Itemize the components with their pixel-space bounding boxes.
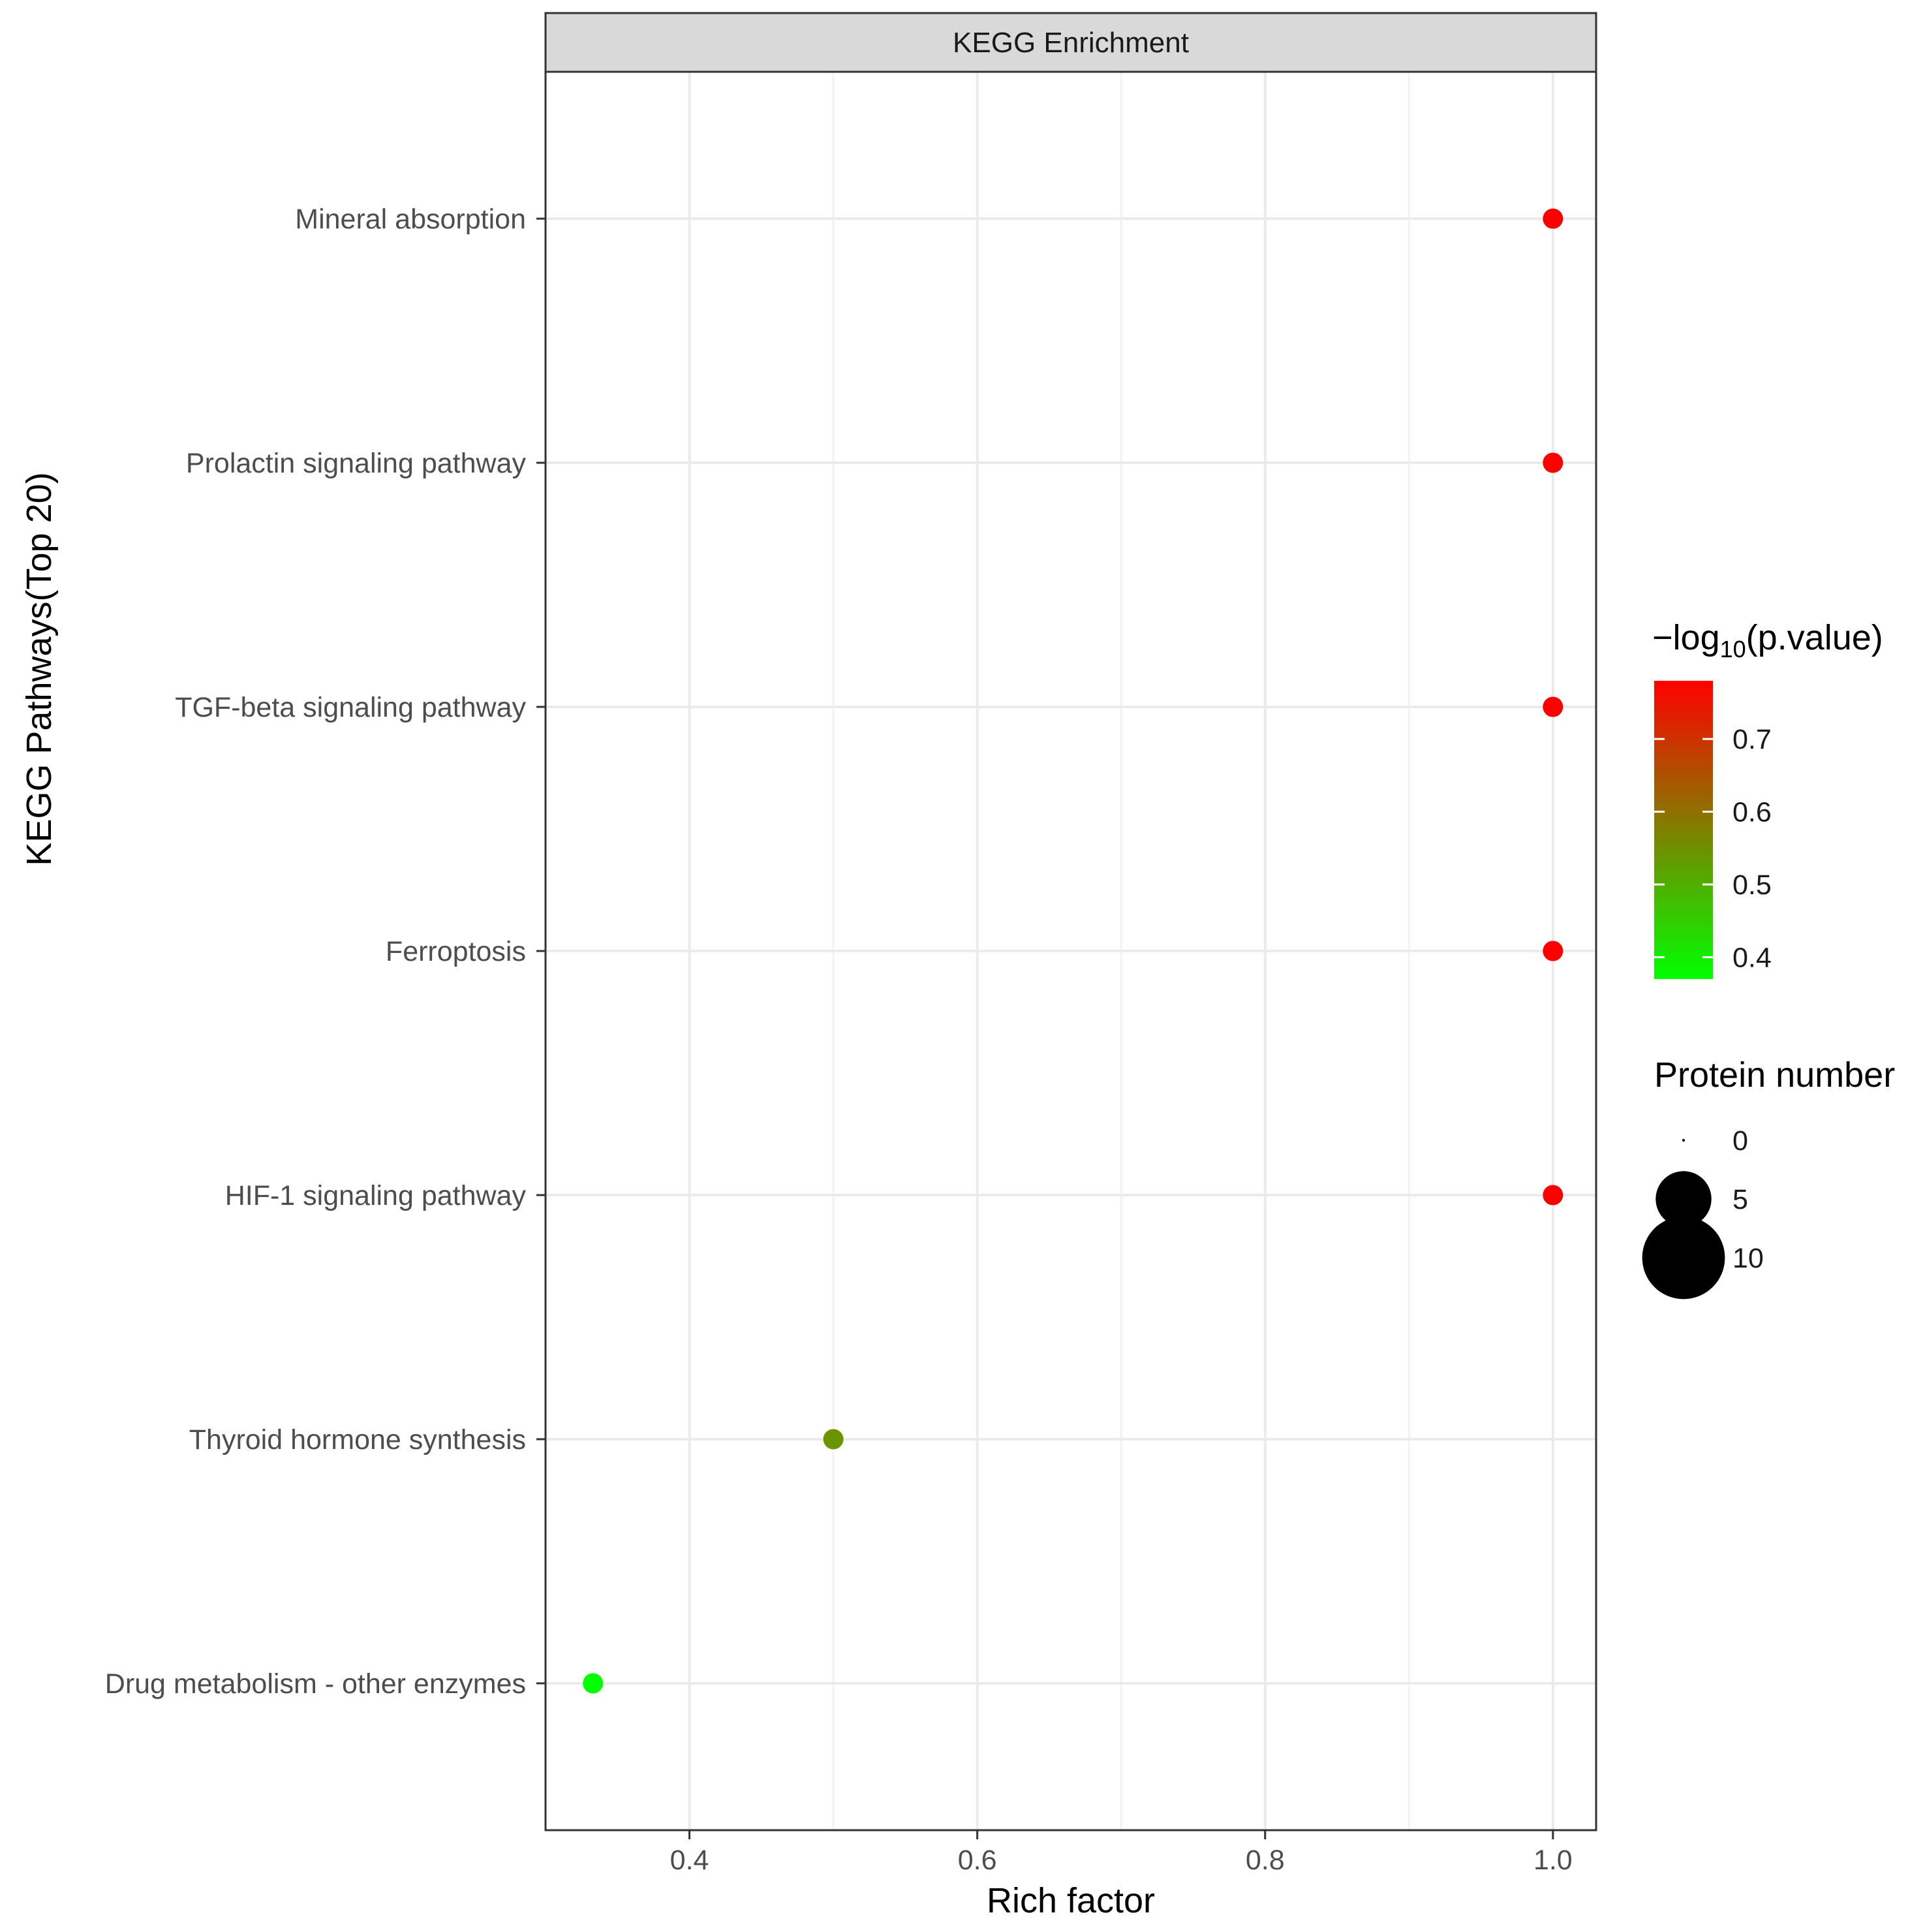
y-tick-label: Drug metabolism - other enzymes [105,1668,526,1700]
data-point [1543,452,1563,473]
size-legend-circle [1656,1171,1712,1227]
colorbar-tick-label: 0.5 [1732,869,1772,901]
size-legend-circle [1642,1216,1725,1300]
x-tick-label: 0.8 [1246,1845,1285,1876]
y-tick-label: HIF-1 signaling pathway [225,1180,527,1211]
size-legend-circle [1682,1138,1686,1142]
y-tick-label: Ferroptosis [386,936,526,967]
colorbar-ticks: 0.4 0.5 0.6 0.7 [1654,724,1772,974]
y-axis-title: KEGG Pathways(Top 20) [20,472,59,865]
x-axis-title: Rich factor [987,1881,1155,1920]
size-legend-title: Protein number [1654,1055,1895,1095]
data-points [583,208,1563,1694]
size-legend-label: 10 [1732,1243,1764,1274]
data-point [1543,696,1563,717]
data-point [1543,1185,1563,1206]
colorbar-tick-label: 0.7 [1732,724,1772,755]
y-tick-label: Prolactin signaling pathway [186,448,527,479]
x-axis: 0.4 0.6 0.8 1.0 [670,1830,1573,1876]
x-tick-label: 0.6 [958,1845,997,1876]
x-tick-label: 1.0 [1533,1845,1573,1876]
data-point [823,1429,844,1450]
facet-strip [544,12,1597,73]
color-legend-title-suffix: (p.value) [1746,618,1883,657]
data-point [583,1673,604,1694]
size-legend: 0 5 10 [1642,1125,1764,1300]
x-tick-label: 0.4 [670,1845,709,1876]
y-tick-label: Thyroid hormone synthesis [189,1424,526,1456]
colorbar-tick-label: 0.6 [1732,797,1772,828]
size-legend-label: 5 [1732,1184,1748,1215]
y-axis: Mineral absorption Prolactin signaling pa… [105,204,546,1700]
color-legend-title: −log10(p.value) [1652,618,1883,662]
color-legend-title-prefix: −log [1652,618,1720,657]
size-legend-label: 0 [1732,1125,1748,1157]
major-gridlines [546,72,1596,1830]
data-point [1543,208,1563,229]
colorbar [1654,681,1713,979]
colorbar-tick-label: 0.4 [1732,943,1772,974]
y-tick-label: TGF-beta signaling pathway [175,692,526,723]
y-tick-label: Mineral absorption [295,204,526,235]
data-point [1543,941,1563,961]
facet-title: KEGG Enrichment [953,27,1189,59]
color-legend-title-subscript: 10 [1720,636,1746,662]
